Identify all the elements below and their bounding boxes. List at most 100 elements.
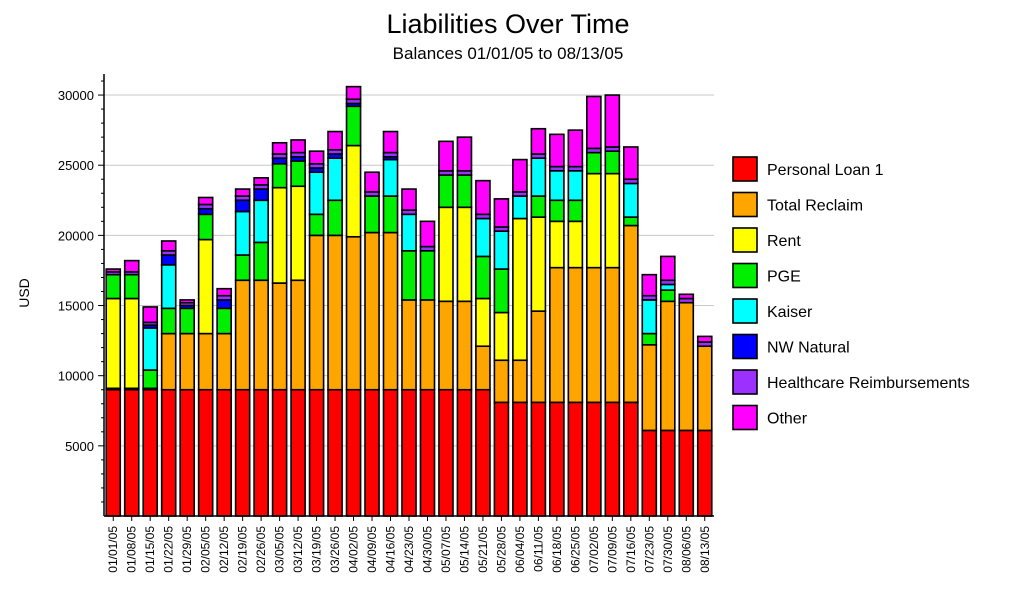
bar-segment-4-11 — [290, 160, 306, 188]
bar-segment-4-5 — [179, 307, 196, 335]
x-tick-label: 03/19/05 — [310, 526, 324, 573]
bar-segment-2-28 — [604, 266, 621, 404]
legend-swatch — [732, 333, 758, 360]
x-tick-label: 04/09/05 — [365, 526, 379, 573]
bar-segment-1-20 — [456, 388, 473, 517]
bar-segment-1-18 — [419, 388, 436, 517]
bar-segment-2-21 — [475, 345, 491, 391]
bar-segment-8-14 — [345, 85, 362, 101]
bar-segment-1-11 — [290, 388, 306, 517]
legend-label: PGE — [767, 269, 801, 286]
bar-segment-1-3 — [142, 388, 159, 517]
bar-segment-4-22 — [493, 268, 510, 314]
bar-segment-8-3 — [142, 306, 159, 324]
x-tick-label: 05/07/05 — [439, 526, 453, 573]
bar-segment-1-9 — [253, 388, 269, 517]
bar-segment-5-12 — [308, 171, 325, 216]
y-tick-label: 30000 — [58, 88, 94, 103]
bar-segment-2-16 — [382, 231, 399, 391]
bar-segment-2-31 — [659, 300, 676, 432]
bar-segment-4-14 — [345, 105, 362, 147]
x-tick-label: 04/23/05 — [402, 526, 416, 573]
legend-swatch — [732, 298, 758, 324]
bar-segment-5-16 — [382, 158, 399, 197]
y-tick-label: 25000 — [58, 158, 94, 173]
x-tick-label: 06/25/05 — [568, 526, 582, 573]
bar-segment-1-28 — [604, 401, 621, 517]
bar-segment-3-24 — [530, 216, 547, 312]
bar-segment-4-27 — [586, 151, 602, 175]
bar-segment-4-2 — [123, 273, 140, 300]
legend-swatch — [732, 262, 758, 289]
bar-segment-8-21 — [475, 179, 491, 216]
x-tick-label: 04/30/05 — [420, 526, 434, 573]
x-tick-label: 04/16/05 — [384, 526, 398, 573]
bar-segment-3-11 — [290, 185, 306, 282]
bar-segment-1-23 — [512, 401, 528, 517]
legend-label: NW Natural — [767, 340, 850, 357]
axes: 5000 10000 15000 20000 25000 30000 01/01/05 01/… — [58, 74, 714, 573]
bar-segment-8-29 — [622, 146, 639, 181]
legend: Personal Loan 1 Total Reclaim Rent PGE Kaise… — [732, 156, 970, 431]
bar-segment-4-10 — [271, 163, 288, 189]
x-tick-label: 01/29/05 — [180, 526, 194, 573]
bar-segment-8-16 — [382, 130, 399, 154]
bar-segment-1-8 — [234, 388, 251, 517]
bar-segment-1-30 — [641, 429, 658, 517]
bar-segment-5-3 — [142, 327, 159, 371]
bar-segment-2-6 — [197, 332, 214, 391]
bar-segment-3-6 — [197, 238, 214, 335]
x-tick-label: 07/30/05 — [661, 526, 675, 573]
bar-segment-3-2 — [123, 297, 140, 390]
bar-segment-3-26 — [567, 220, 584, 269]
bar-segment-8-27 — [586, 95, 602, 150]
x-tick-label: 05/21/05 — [476, 526, 490, 573]
chart-title: Liabilities Over Time — [386, 9, 629, 39]
bar-segment-5-4 — [160, 264, 177, 310]
bar-segment-1-4 — [160, 388, 177, 517]
bar-segment-5-13 — [327, 157, 343, 202]
bar-segment-2-4 — [160, 332, 177, 391]
bar-segment-4-6 — [197, 213, 214, 241]
bar-segment-5-31 — [659, 283, 676, 291]
legend-label: Other — [767, 411, 808, 428]
legend-label: Healthcare Reimbursements — [767, 375, 970, 392]
bar-segment-8-23 — [512, 158, 528, 193]
bar-segment-3-21 — [475, 297, 491, 348]
bar-segment-4-3 — [142, 369, 159, 390]
bar-segment-8-8 — [234, 188, 251, 197]
bar-segment-3-10 — [271, 186, 288, 284]
bar-segment-2-23 — [512, 359, 528, 404]
bar-segment-8-13 — [327, 130, 343, 151]
legend-swatch — [732, 191, 758, 218]
legend-swatch — [732, 227, 758, 253]
bar-segment-1-7 — [216, 388, 232, 517]
bar-segment-5-30 — [641, 299, 658, 335]
bar-segment-4-21 — [475, 255, 491, 300]
bar-segment-4-7 — [216, 307, 232, 335]
bar-segment-1-10 — [271, 388, 288, 517]
bar-segment-5-24 — [530, 157, 547, 197]
bar-segment-4-26 — [567, 199, 584, 223]
x-tick-label: 01/15/05 — [143, 526, 157, 573]
bar-segment-3-19 — [438, 206, 454, 303]
bar-segment-4-19 — [438, 174, 454, 209]
bar-segment-2-18 — [419, 299, 436, 391]
bar-segment-2-11 — [290, 279, 306, 391]
bar-segment-6-4 — [160, 254, 177, 266]
x-tick-label: 06/11/05 — [531, 526, 545, 572]
x-tick-label: 03/12/05 — [291, 526, 305, 573]
bar-segment-2-15 — [364, 231, 380, 391]
bar-segment-4-1 — [105, 273, 122, 300]
bar-segment-4-29 — [622, 216, 639, 227]
bar-segment-2-26 — [567, 266, 584, 404]
x-tick-label: 02/19/05 — [236, 526, 250, 573]
bar-segment-1-24 — [530, 401, 547, 517]
bar-segment-8-15 — [364, 171, 380, 193]
y-tick-label: 20000 — [58, 228, 94, 243]
bar-segment-2-29 — [622, 224, 639, 404]
bar-segment-8-11 — [290, 139, 306, 154]
bar-segment-1-21 — [475, 388, 491, 517]
bar-segment-1-22 — [493, 401, 510, 517]
